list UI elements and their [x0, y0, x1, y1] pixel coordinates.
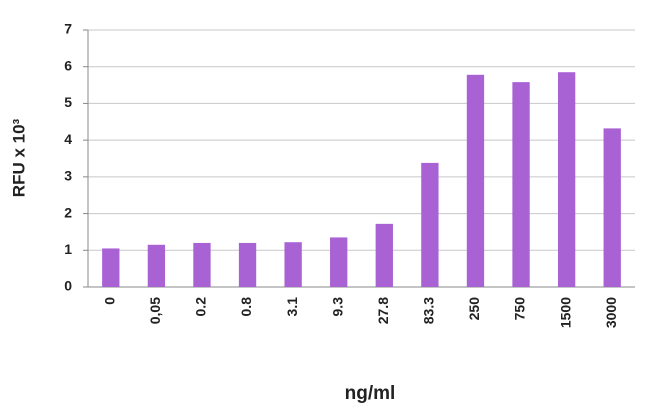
x-tick-label: 9.3	[329, 297, 345, 317]
y-tick-label: 1	[64, 241, 72, 257]
x-tick-label: 750	[512, 297, 528, 321]
bar	[466, 74, 485, 287]
x-tick-label: 0.8	[238, 297, 254, 317]
x-tick-label: 27.8	[375, 297, 391, 324]
y-tick-label: 7	[64, 21, 72, 37]
x-tick-label: 1500	[557, 297, 573, 328]
x-tick-label: 0,05	[147, 297, 163, 324]
bar	[193, 242, 211, 287]
bar	[147, 244, 166, 287]
y-axis-label: RFU x 10³	[9, 118, 28, 197]
y-tick-label: 2	[64, 204, 72, 220]
x-tick-label: 83.3	[421, 297, 437, 324]
x-tick-label: 0	[101, 297, 117, 305]
y-tick-label: 5	[64, 94, 72, 110]
bar	[375, 223, 393, 287]
y-tick-label: 0	[64, 278, 72, 294]
bar	[330, 237, 348, 287]
bar	[284, 242, 302, 287]
x-tick-label: 0.2	[193, 297, 209, 317]
x-tick-label: 3000	[603, 297, 619, 328]
y-tick-label: 4	[64, 131, 72, 147]
bar	[238, 242, 257, 287]
bar	[512, 82, 530, 288]
bar	[557, 72, 576, 287]
x-tick-label: 250	[466, 297, 482, 321]
bar	[603, 128, 621, 287]
bar	[102, 248, 120, 287]
x-axis-label: ng/ml	[345, 383, 396, 404]
y-tick-label: 6	[64, 57, 72, 73]
y-tick-label: 3	[64, 168, 72, 184]
bar	[421, 162, 439, 287]
x-tick-label: 3.1	[284, 297, 300, 317]
